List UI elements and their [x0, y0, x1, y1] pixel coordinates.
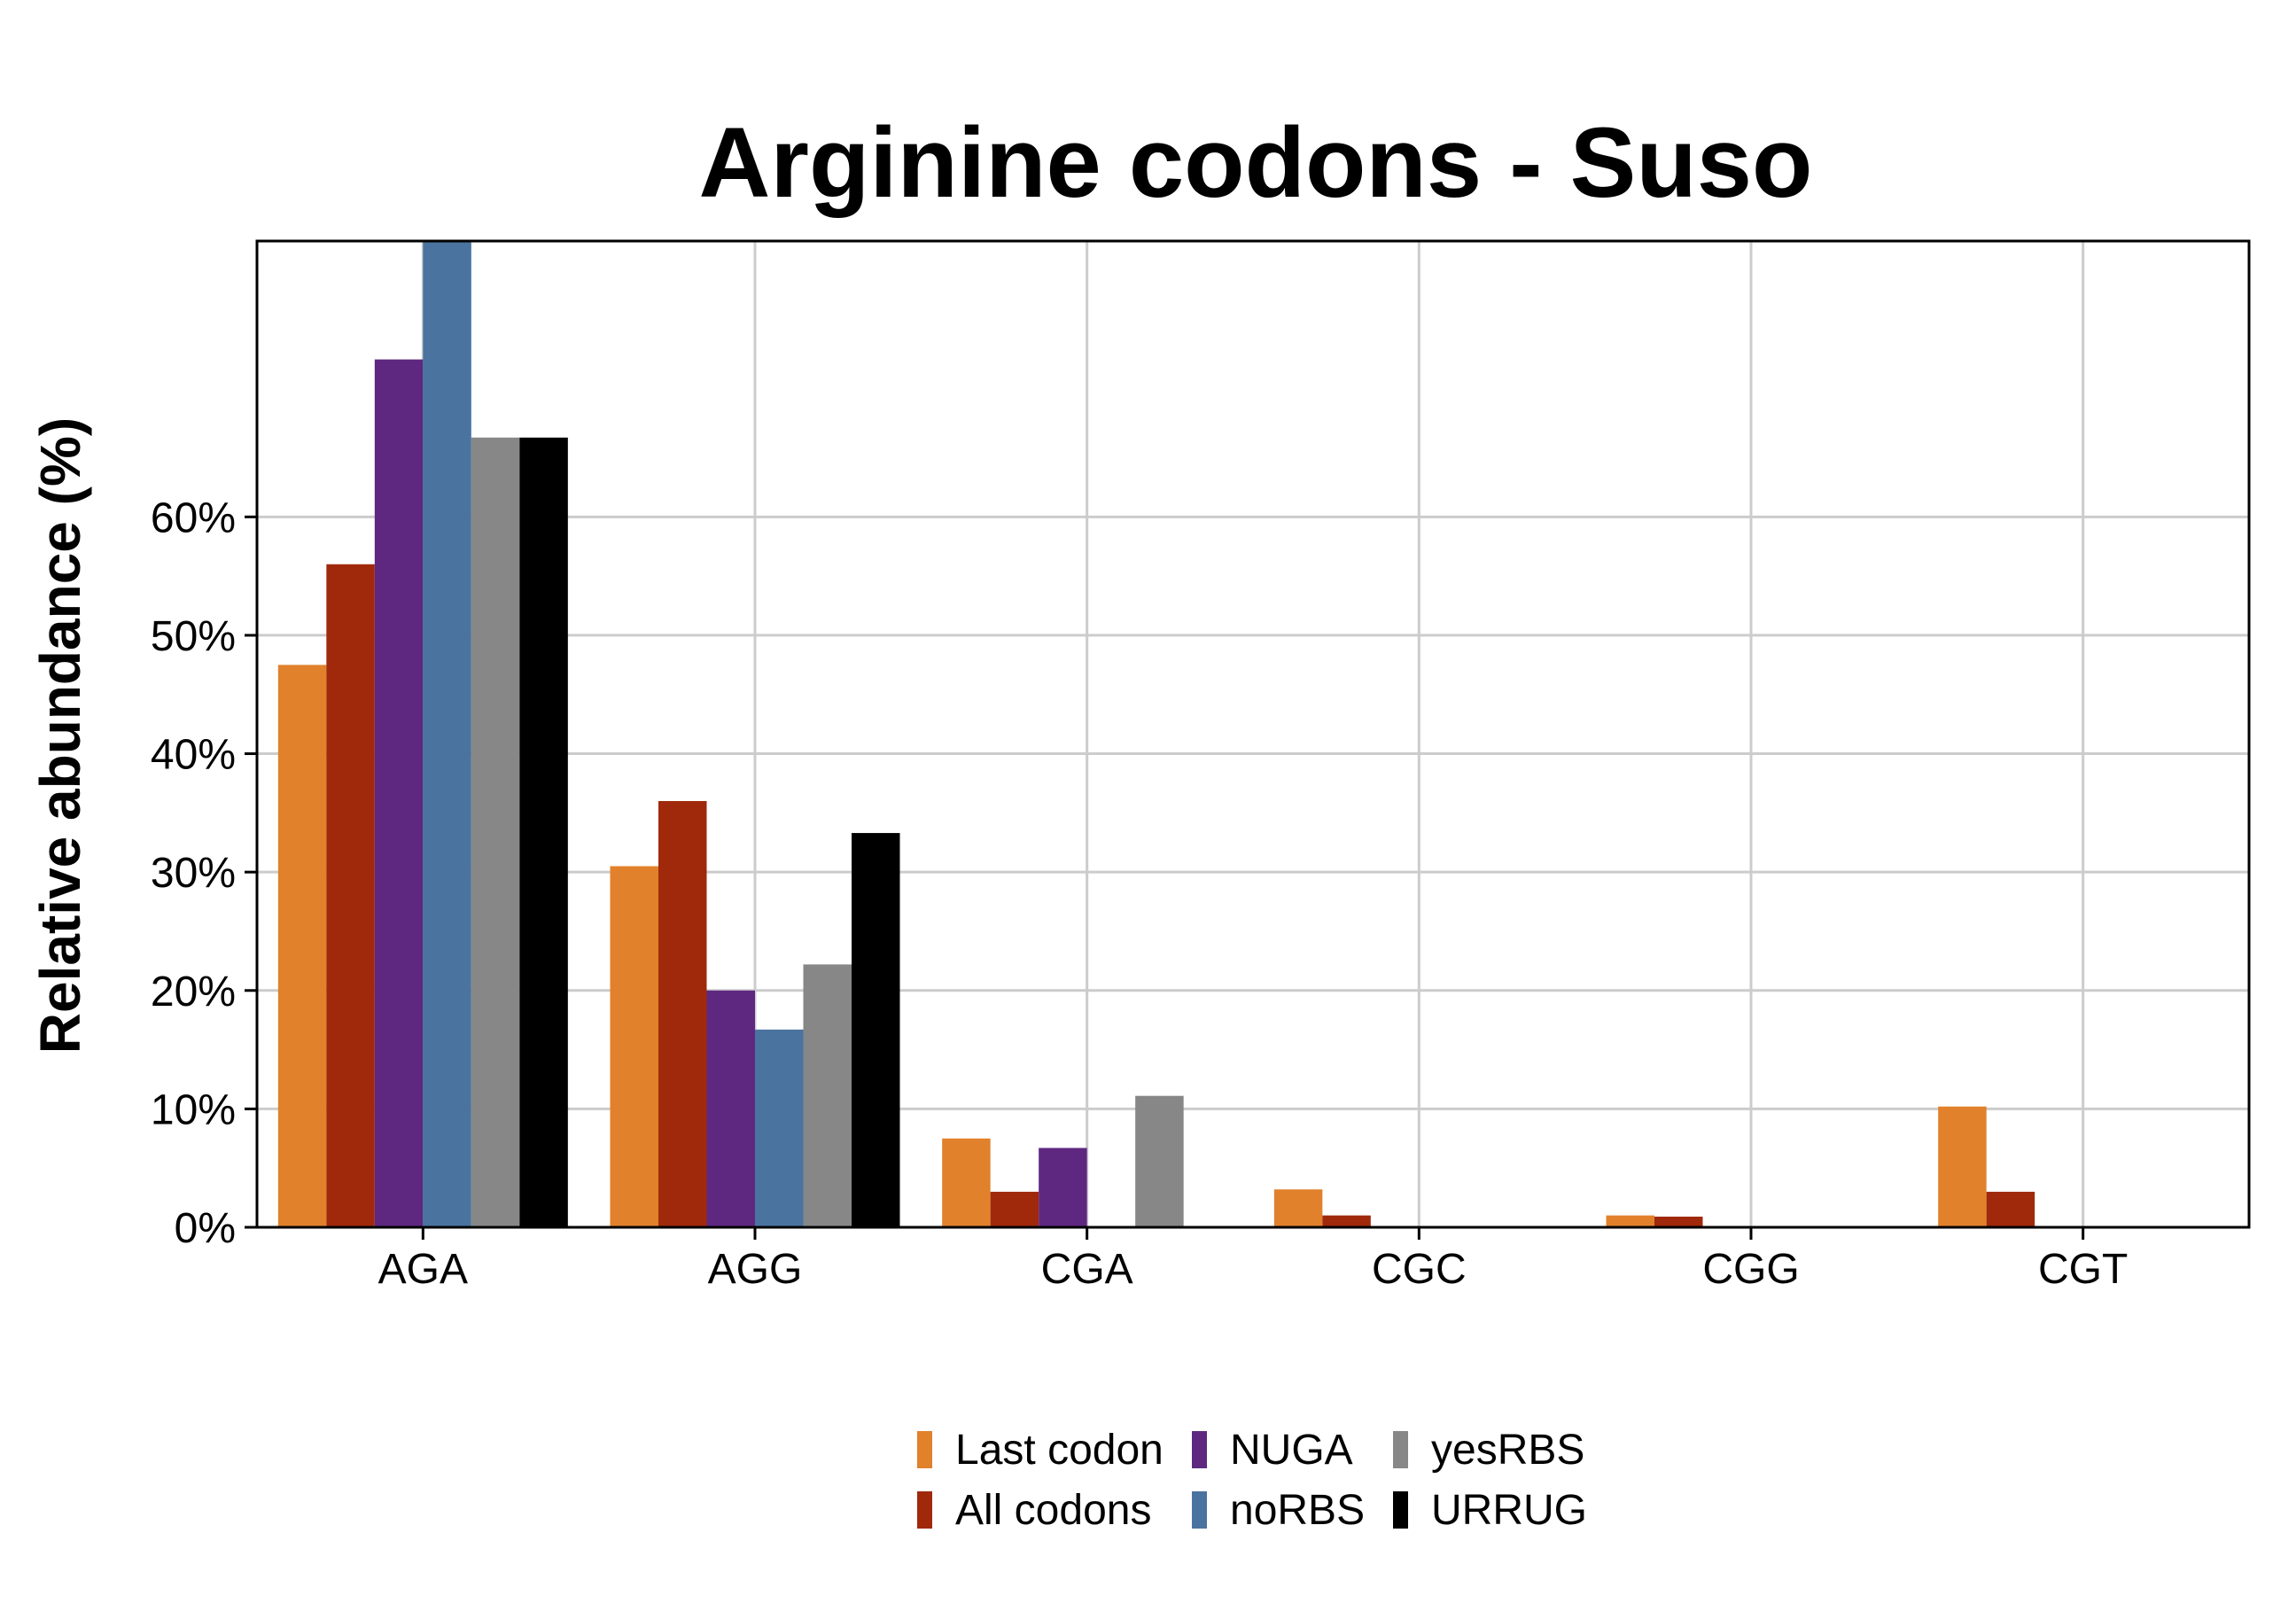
legend-swatch	[917, 1491, 932, 1529]
bar-agg-last-codon	[610, 866, 658, 1227]
y-tick-label: 30%	[151, 850, 236, 897]
bar-aga-all-codons	[326, 564, 375, 1227]
bar-cga-yesrbs	[1135, 1095, 1184, 1227]
x-tick-label: CGG	[1702, 1246, 1799, 1293]
bar-aga-norbs	[423, 241, 471, 1227]
legend-label: Last codon	[955, 1427, 1164, 1474]
plot-frame	[255, 239, 2251, 1229]
y-axis-label: Relative abundance (%)	[28, 417, 92, 1054]
bar-cga-all-codons	[990, 1191, 1039, 1227]
x-tick-label: CGT	[2038, 1246, 2128, 1293]
legend-label: noRBS	[1230, 1487, 1365, 1534]
y-tick-label: 50%	[151, 613, 236, 660]
bar-cga-last-codon	[942, 1138, 991, 1227]
bar-cgc-last-codon	[1273, 1189, 1323, 1227]
bar-cgt-last-codon	[1938, 1106, 1987, 1227]
bar-cga-nuga	[1039, 1148, 1087, 1227]
bar-cgg-last-codon	[1606, 1215, 1654, 1227]
bar-agg-yesrbs	[803, 964, 852, 1227]
bar-agg-urrug	[852, 833, 900, 1227]
bar-agg-all-codons	[658, 800, 707, 1227]
bar-agg-nuga	[706, 990, 755, 1227]
legend-swatch	[917, 1431, 932, 1468]
bar-cgc-all-codons	[1322, 1215, 1371, 1227]
bar-cgg-all-codons	[1654, 1216, 1703, 1227]
x-tick-label: CGA	[1041, 1246, 1133, 1293]
bar-aga-last-codon	[277, 665, 327, 1227]
legend-swatch	[1192, 1491, 1207, 1529]
y-tick-label: 10%	[151, 1086, 236, 1133]
y-tick-label: 0%	[175, 1205, 236, 1252]
x-tick-label: AGA	[378, 1246, 468, 1293]
legend-swatch	[1192, 1431, 1207, 1468]
legend-label: URRUG	[1431, 1487, 1587, 1534]
bar-aga-nuga	[374, 359, 424, 1228]
ticks: 0% 10% 20% 30% 40% 50% 60% AGA AGG CGA CGC CGG CGT	[151, 494, 2128, 1293]
bar-aga-yesrbs	[471, 437, 520, 1227]
legend-label: All codons	[955, 1487, 1151, 1534]
x-tick-label: CGC	[1372, 1246, 1467, 1293]
y-tick-label: 60%	[151, 494, 236, 541]
legend-swatch	[1393, 1431, 1408, 1468]
y-tick-label: 40%	[151, 732, 236, 779]
bars	[277, 241, 2035, 1228]
y-tick-label: 20%	[151, 969, 236, 1015]
bar-agg-norbs	[755, 1029, 804, 1227]
legend: Last codon All codons NUGA noRBS yesRBS URRUG	[917, 1427, 1587, 1534]
legend-label: yesRBS	[1431, 1427, 1584, 1474]
legend-swatch	[1393, 1491, 1408, 1529]
x-tick-label: AGG	[708, 1246, 803, 1293]
bar-cgt-all-codons	[1986, 1191, 2035, 1227]
legend-label: NUGA	[1230, 1427, 1353, 1474]
bar-aga-urrug	[519, 437, 568, 1227]
chart-title: Arginine codons - Suso	[699, 107, 1813, 218]
